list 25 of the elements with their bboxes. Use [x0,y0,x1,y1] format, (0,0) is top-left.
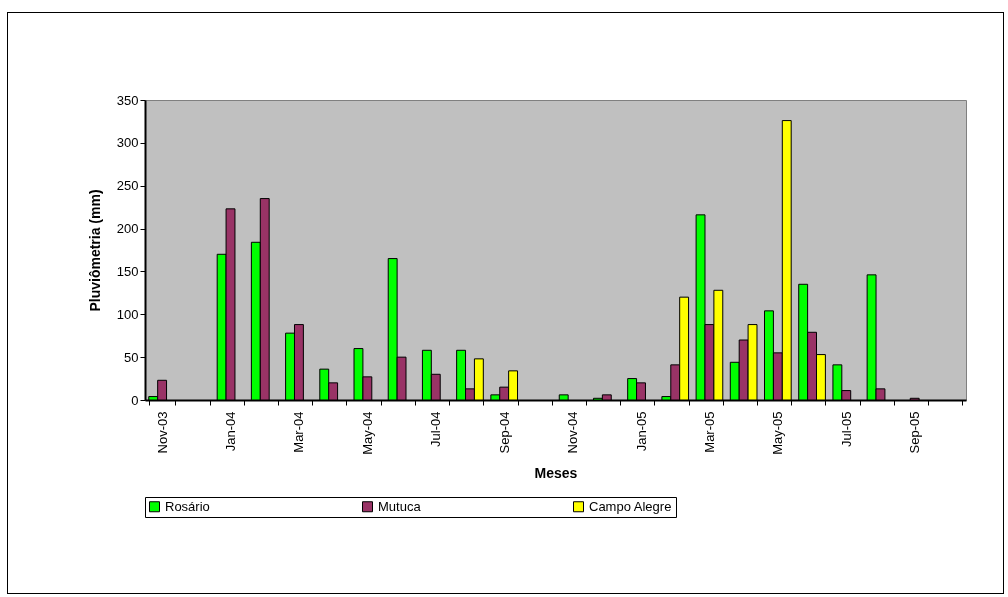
y-tick-label: 100 [116,306,139,322]
y-tick-label: 200 [116,221,139,237]
legend-label: Mutuca [378,498,422,514]
x-tick-label: May-05 [770,411,786,455]
y-tick-label: 250 [116,178,139,194]
y-tick-label: 350 [116,92,139,108]
y-tick-label: 0 [131,392,139,408]
x-tick-label: Sep-04 [496,411,512,454]
y-axis-title: Pluviômetria (mm) [86,189,103,312]
x-tick-label: Jul-05 [838,411,854,447]
y-tick-label: 50 [124,349,139,365]
x-tick-label: Nov-03 [154,411,170,454]
x-tick-label: Mar-05 [701,411,717,453]
legend-label: Rosário [165,498,210,514]
y-tick-label: 150 [116,263,139,279]
x-tick-label: Jan-05 [633,411,649,452]
x-tick-label: Sep-05 [907,411,923,454]
y-tick-label: 300 [116,135,139,151]
x-axis-title: Meses [534,464,578,481]
legend-label: Campo Alegre [589,498,672,514]
x-tick-label: Jan-04 [223,411,239,452]
x-tick-label: Mar-04 [291,411,307,453]
x-tick-label: Nov-04 [565,411,581,454]
x-tick-label: Jul-04 [428,411,444,447]
x-tick-label: May-04 [359,411,375,455]
